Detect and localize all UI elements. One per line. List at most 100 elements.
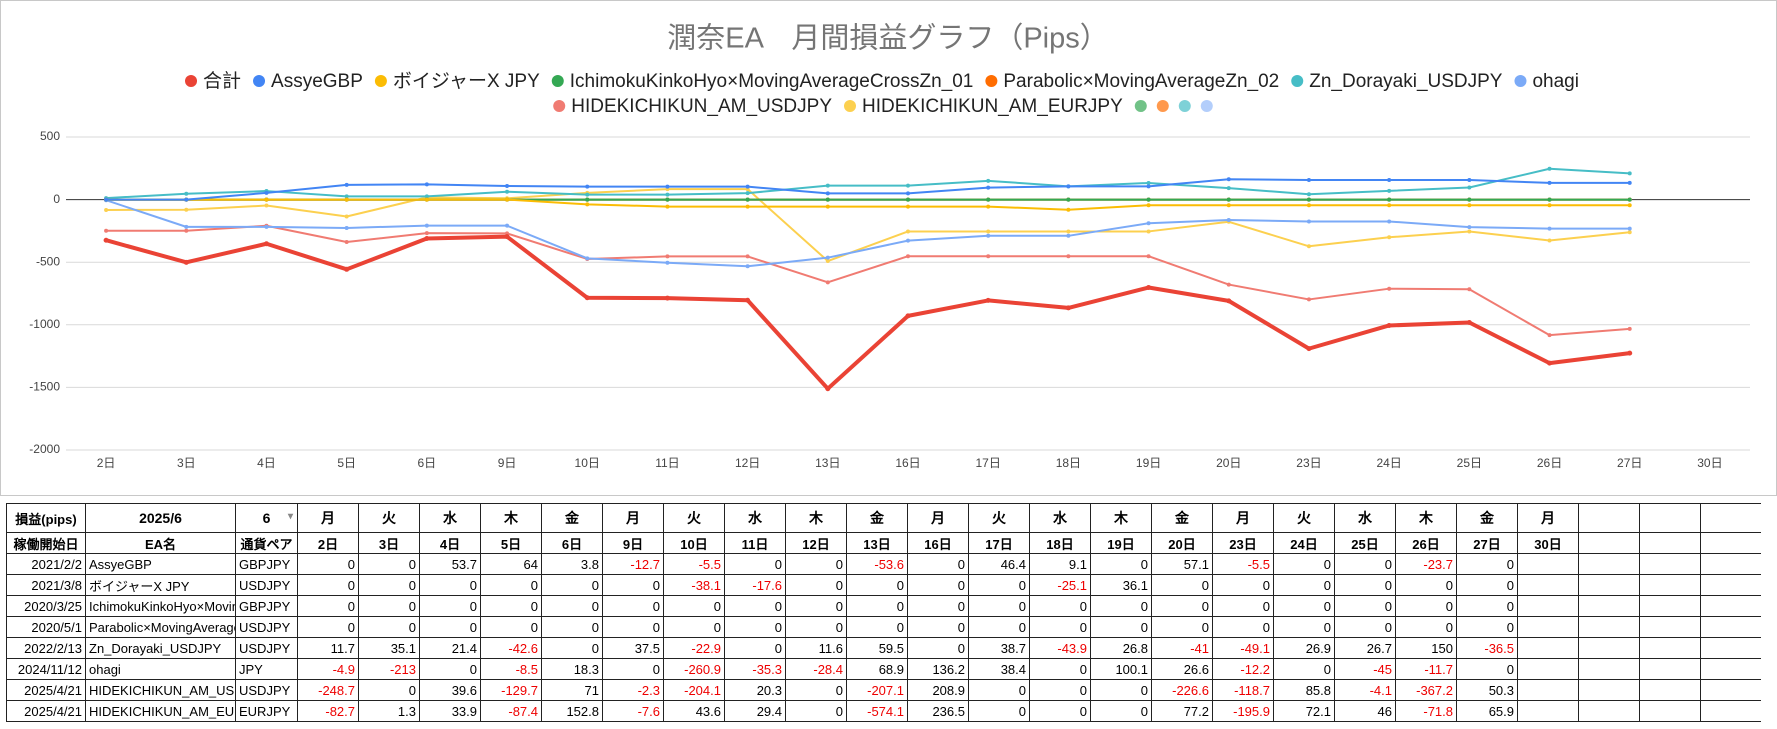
value-cell: 0 (968, 679, 1030, 701)
start-date: 2025/4/21 (6, 679, 86, 701)
empty-cell (1578, 616, 1640, 638)
point (1627, 326, 1632, 331)
point (1467, 287, 1472, 292)
point (1306, 244, 1311, 249)
empty-cell (1578, 553, 1640, 575)
empty-cell (1700, 595, 1761, 617)
value-cell: 136.2 (907, 658, 969, 680)
date-cell: 6日 (541, 532, 603, 554)
date-cell: 26日 (1395, 532, 1457, 554)
value-cell: 0 (724, 553, 786, 575)
value-cell: -226.6 (1151, 679, 1213, 701)
start-date: 2020/5/1 (6, 616, 86, 638)
legend-item (1134, 100, 1147, 112)
value-cell: 72.1 (1273, 700, 1335, 722)
value-cell: 0 (785, 679, 847, 701)
point (344, 197, 349, 202)
point (585, 184, 590, 189)
empty-cell (1517, 658, 1579, 680)
value-cell: 46 (1334, 700, 1396, 722)
value-cell: 0 (297, 616, 359, 638)
value-cell: 0 (602, 616, 664, 638)
point (184, 191, 189, 196)
legend-swatch (985, 75, 998, 87)
legend-item: HIDEKICHIKUN_AM_USDJPY (553, 96, 832, 117)
legend-label: HIDEKICHIKUN_AM_USDJPY (571, 96, 832, 117)
point (1387, 219, 1392, 224)
value-cell: 0 (1273, 595, 1335, 617)
x-tick-label: 9日 (498, 456, 517, 470)
point (1627, 226, 1632, 231)
value-cell: 71 (541, 679, 603, 701)
value-cell: 0 (358, 574, 420, 596)
value-cell: -4.1 (1334, 679, 1396, 701)
ea-name: ohagi (85, 658, 236, 680)
sheet: 損益(pips) 2025/6 6 ▾ 月火水木金月火水木金月火水木金月火水木金月稼働開… (6, 503, 1761, 729)
pair: EURJPY (235, 700, 298, 722)
point (1627, 203, 1632, 208)
value-cell: 38.4 (968, 658, 1030, 680)
point (1467, 185, 1472, 190)
value-cell: 150 (1395, 637, 1457, 659)
x-tick-label: 20日 (1216, 456, 1241, 470)
value-cell: 38.7 (968, 637, 1030, 659)
empty-cell (1517, 679, 1579, 701)
point (1547, 226, 1552, 231)
chart: 潤奈EA 月間損益グラフ（Pips） 500 0 -500 -1000 -1500 -20… (0, 0, 1777, 496)
legend-label: IchimokuKinkoHyo×MovingAverageCrossZn_01 (570, 71, 974, 92)
date-cell: 24日 (1273, 532, 1335, 554)
value-cell: -129.7 (480, 679, 542, 701)
value-cell: 0 (419, 574, 481, 596)
value-cell: 26.8 (1090, 637, 1152, 659)
empty-cell (1578, 503, 1640, 533)
value-cell: -2.3 (602, 679, 664, 701)
column-header: EA名 (85, 532, 236, 554)
y-tick-label: 500 (40, 129, 60, 143)
point (825, 183, 830, 188)
legend-swatch (374, 75, 387, 87)
empty-cell (1700, 532, 1761, 554)
series-line (106, 224, 1630, 337)
value-cell: 0 (907, 553, 969, 575)
point (986, 229, 991, 234)
value-cell: 50.3 (1456, 679, 1518, 701)
point (986, 204, 991, 209)
point (1226, 282, 1231, 287)
value-cell: 0 (541, 574, 603, 596)
empty-cell (1700, 616, 1761, 638)
value-cell: -23.7 (1395, 553, 1457, 575)
date-cell: 13日 (846, 532, 908, 554)
point (1226, 197, 1231, 202)
value-cell: 0 (1029, 700, 1091, 722)
value-cell: 0 (297, 595, 359, 617)
value-cell: -53.6 (846, 553, 908, 575)
empty-cell (1578, 574, 1640, 596)
x-tick-label: 26日 (1537, 456, 1562, 470)
value-cell: -204.1 (663, 679, 725, 701)
value-cell: -118.7 (1212, 679, 1274, 701)
ea-name: HIDEKICHIKUN_AM_EURJPY (85, 700, 236, 722)
point (1226, 298, 1232, 304)
value-cell: 0 (785, 616, 847, 638)
value-cell: 57.1 (1151, 553, 1213, 575)
point (825, 259, 830, 264)
ea-name: IchimokuKinkoHyo×MovingAverageCrossZn_01 (85, 595, 236, 617)
value-cell: -87.4 (480, 700, 542, 722)
value-cell: 0 (968, 616, 1030, 638)
chart-title: 潤奈EA 月間損益グラフ（Pips） (667, 22, 1109, 55)
data-row: 2020/5/1Parabolic×MovingAverageZn_02USDJ… (6, 616, 1761, 638)
empty-cell (1639, 553, 1701, 575)
value-cell: 0 (724, 595, 786, 617)
point (825, 255, 830, 260)
data-row: 2020/3/25IchimokuKinkoHyo×MovingAverageC… (6, 595, 1761, 617)
point (1627, 230, 1632, 235)
empty-cell (1639, 503, 1701, 533)
point (1306, 192, 1311, 197)
point (1306, 203, 1311, 208)
y-tick-label: -500 (36, 254, 60, 268)
value-cell: 0 (1395, 574, 1457, 596)
x-tick-label: 25日 (1457, 456, 1482, 470)
x-tick-label: 19日 (1136, 456, 1161, 470)
point (825, 191, 830, 196)
x-tick-label: 4日 (257, 456, 276, 470)
